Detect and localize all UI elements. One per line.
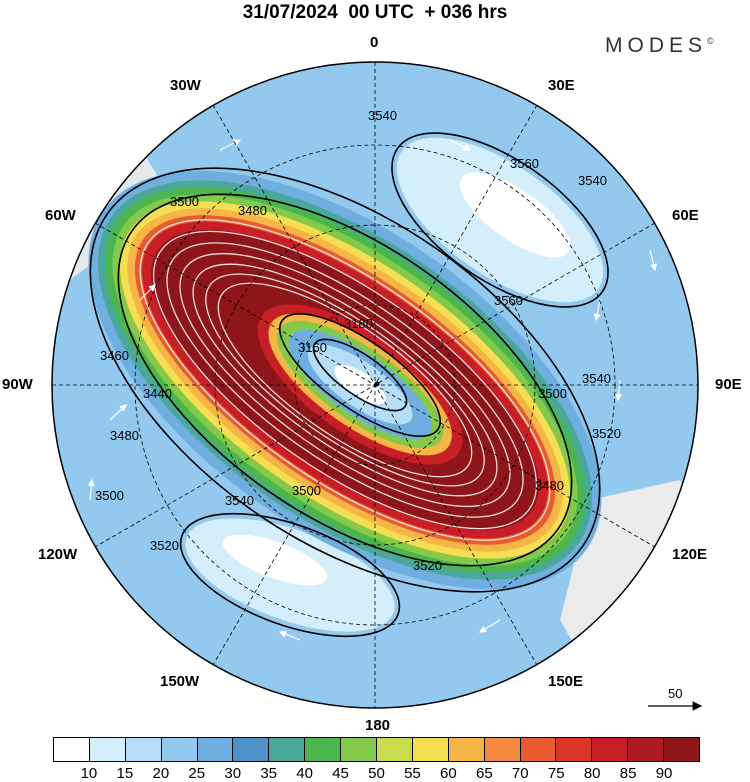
map-disk: [52, 62, 698, 708]
contour-label: 3500: [292, 483, 321, 498]
wind-vectors: [87, 139, 658, 641]
colorbar-swatch: [341, 738, 378, 761]
brand-logo: MODES©: [605, 34, 714, 58]
contour-label: 3540: [578, 173, 607, 188]
lon-label-150e: 150E: [548, 673, 584, 690]
lon-label-90w: 90W: [2, 376, 33, 393]
colorbar-swatch: [448, 738, 485, 761]
cell-150w-core: [222, 534, 328, 586]
contour-label: 3520: [150, 538, 179, 553]
colorbar-tick-label: 10: [80, 765, 98, 782]
lon-label-30e: 30E: [548, 77, 575, 94]
contour-label: 3500: [170, 194, 199, 209]
contour-label: 3500: [95, 488, 124, 503]
reference-vector-value: 50: [668, 686, 683, 701]
colorbar-swatch: [592, 738, 629, 761]
colorbar-tick-label: 15: [116, 765, 134, 782]
contour-label: 3480: [110, 428, 139, 443]
lon-label-0: 0: [370, 34, 379, 51]
lon-label-120e: 120E: [672, 546, 708, 563]
contour-label: 3520: [413, 558, 442, 573]
pole-marker: [374, 381, 380, 387]
lon-label-120w: 120W: [38, 546, 78, 563]
colorbar-swatch: [125, 738, 162, 761]
contour-label: 3480: [535, 478, 564, 493]
colorbar-tick-label: 55: [404, 765, 421, 782]
colorbar-swatch: [556, 738, 593, 761]
colorbar-swatch: [233, 738, 270, 761]
colorbar: [53, 737, 700, 762]
reference-vector: 50: [646, 686, 706, 711]
contour-label: 3500: [538, 386, 567, 401]
brand-name: MODES: [605, 34, 708, 57]
colorbar-ticks: 10 15 20 25 30 35 40 45 50 55 60 65 70 75 80 85 90: [53, 765, 700, 782]
lon-label-150w: 150W: [160, 673, 200, 690]
colorbar-tick-label: 85: [619, 765, 637, 782]
contour-label: 3560: [510, 156, 539, 171]
colorbar-swatch: [484, 738, 521, 761]
colorbar-tick-label: 20: [152, 765, 170, 782]
colorbar-tick-label: 45: [332, 765, 349, 782]
contour-label: 3560: [494, 293, 523, 308]
contour-label: 3520: [592, 426, 621, 441]
contour-label: 3540: [582, 371, 611, 386]
contour-label: 3540: [368, 108, 397, 123]
colorbar-tick-label: 75: [547, 765, 565, 782]
colorbar-swatch: [197, 738, 234, 761]
cell-60e-core: [459, 172, 571, 258]
colorbar-swatch: [89, 738, 126, 761]
contour-label: 3480: [238, 203, 267, 218]
lon-label-180: 180: [365, 717, 391, 734]
colorbar-swatch: [269, 738, 306, 761]
colorbar-tick-label: 90: [655, 765, 673, 782]
map-title: 31/07/2024 00 UTC + 036 hrs: [242, 2, 508, 23]
colorbar-tick-label: 65: [475, 765, 493, 782]
colorbar-swatch: [305, 738, 342, 761]
colorbar-tick-label: 60: [440, 765, 457, 782]
colorbar-tick-label: 50: [368, 765, 385, 782]
colorbar-swatch: [664, 738, 700, 761]
copyright-mark: ©: [707, 36, 714, 46]
contour-label: 3160: [298, 340, 327, 355]
contour-label-group: 3540 3560 3540 3500 3480 3560 3540 3500 …: [95, 108, 621, 573]
colorbar-swatch: [161, 738, 198, 761]
contour-label: 3440: [143, 386, 172, 401]
colorbar-tick-label: 40: [296, 765, 313, 782]
lon-label-60e: 60E: [672, 207, 699, 224]
contour-label: 3540: [225, 493, 254, 508]
colorbar-tick-label: 70: [511, 765, 529, 782]
colorbar-tick-label: 25: [188, 765, 206, 782]
reference-arrow-icon: [648, 701, 703, 711]
colorbar-swatch: [628, 738, 665, 761]
colorbar-tick-label: 30: [224, 765, 242, 782]
map-boundary: [51, 61, 699, 709]
colorbar-swatch: [520, 738, 557, 761]
colorbar-swatch: [412, 738, 449, 761]
contour-label: 3460: [100, 348, 129, 363]
colorbar-tick-label: 80: [583, 765, 601, 782]
streamlines: [139, 219, 551, 541]
contour-label: 3180: [344, 316, 373, 331]
colorbar-tick-label: 35: [260, 765, 277, 782]
lon-label-60w: 60W: [45, 207, 76, 224]
lon-label-90e: 90E: [715, 376, 742, 393]
colorbar-swatch: [54, 738, 90, 761]
colorbar-swatch: [377, 738, 413, 761]
contours: [89, 132, 609, 638]
lon-label-30w: 30W: [170, 77, 201, 94]
